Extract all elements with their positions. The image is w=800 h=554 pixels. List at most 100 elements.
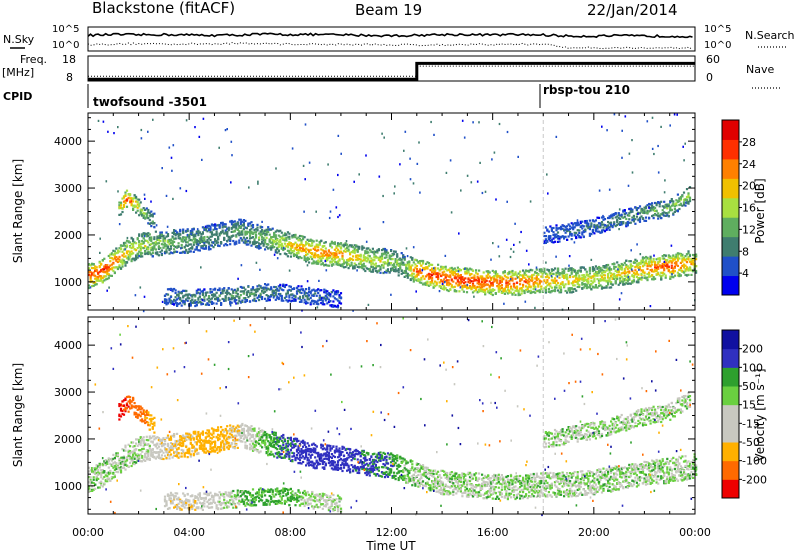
heatmap-cell [265, 243, 268, 246]
heatmap-cell [658, 202, 661, 206]
heatmap-cell [185, 298, 188, 301]
heatmap-cell [596, 274, 599, 277]
heatmap-cell [563, 228, 566, 231]
heatmap-cell [622, 222, 625, 225]
heatmap-cell [544, 272, 547, 275]
colorbar-tick-label: 4 [742, 267, 749, 280]
heatmap-cell [637, 218, 640, 221]
heatmap-cell [318, 255, 321, 258]
heatmap-cell [620, 262, 623, 266]
heatmap-cell [685, 195, 689, 199]
heatmap-cell [109, 479, 112, 482]
heatmap-cell [305, 295, 308, 298]
heatmap-cell [470, 273, 473, 276]
heatmap-cell [223, 299, 226, 302]
heatmap-cell [514, 272, 517, 276]
heatmap-cell [214, 238, 217, 241]
heatmap-cell [201, 289, 204, 292]
heatmap-cell [449, 274, 452, 277]
heatmap-cell [106, 472, 109, 475]
heatmap-cell [458, 268, 461, 271]
heatmap-cell [569, 268, 572, 271]
heatmap-cell [320, 259, 323, 262]
heatmap-cell [687, 252, 690, 255]
heatmap-cell [245, 232, 248, 235]
heatmap-cell [173, 237, 176, 240]
heatmap-cell [174, 229, 177, 232]
heatmap-cell [587, 286, 590, 289]
heatmap-cell [270, 237, 273, 240]
heatmap-speckle [291, 147, 294, 150]
heatmap-cell [221, 221, 224, 224]
heatmap-cell [145, 239, 148, 242]
heatmap-cell [394, 265, 397, 269]
heatmap-cell [203, 239, 206, 242]
heatmap-cell [169, 238, 173, 241]
heatmap-speckle [651, 147, 654, 150]
heatmap-cell [277, 250, 280, 253]
heatmap-cell [447, 275, 450, 278]
heatmap-cell [383, 271, 387, 274]
heatmap-cell [323, 297, 326, 300]
heatmap-cell [157, 254, 160, 257]
heatmap-cell [242, 290, 245, 293]
heatmap-cell [660, 278, 663, 281]
heatmap-cell [189, 301, 192, 304]
heatmap-cell [669, 206, 672, 209]
heatmap-cell [89, 277, 92, 280]
heatmap-cell [277, 297, 280, 301]
heatmap-cell [204, 229, 207, 232]
heatmap-cell [194, 241, 197, 244]
heatmap-cell [394, 250, 397, 253]
heatmap-cell [611, 277, 614, 280]
heatmap-cell [657, 266, 660, 269]
heatmap-cell [640, 260, 643, 264]
heatmap-cell [95, 270, 98, 273]
noise-left-tick-top: 10^5 [52, 24, 79, 35]
heatmap-cell [655, 204, 658, 207]
heatmap-cell [182, 228, 185, 231]
heatmap-cell [112, 262, 115, 265]
heatmap-speckle [340, 152, 342, 155]
heatmap-cell [373, 252, 376, 255]
heatmap-cell [582, 230, 585, 234]
heatmap-cell [151, 255, 154, 258]
heatmap-cell [207, 224, 211, 227]
heatmap-cell [651, 208, 654, 211]
heatmap-cell [414, 275, 417, 278]
heatmap-cell [227, 287, 230, 290]
heatmap-cell [386, 263, 390, 266]
heatmap-cell [163, 298, 167, 301]
heatmap-cell [660, 264, 663, 267]
heatmap-cell [629, 266, 632, 269]
heatmap-cell [528, 280, 531, 283]
heatmap-cell [438, 285, 441, 288]
heatmap-speckle [624, 115, 627, 118]
heatmap-cell [632, 220, 635, 223]
heatmap-cell [185, 238, 188, 241]
heatmap-cell [314, 256, 317, 259]
heatmap-cell [327, 250, 330, 253]
heatmap-cell [292, 287, 296, 290]
heatmap-cell [232, 234, 235, 237]
heatmap-cell [305, 253, 308, 256]
heatmap-cell [475, 279, 478, 282]
heatmap-cell [139, 255, 142, 258]
heatmap-speckle [152, 118, 154, 121]
heatmap-cell [306, 257, 309, 260]
heatmap-cell [673, 207, 676, 210]
heatmap-cell [109, 472, 112, 475]
heatmap-cell [238, 231, 241, 234]
heatmap-cell [215, 230, 218, 233]
heatmap-cell [670, 266, 673, 269]
heatmap-cell [302, 235, 305, 238]
heatmap-cell [174, 250, 177, 253]
heatmap-cell [651, 270, 654, 273]
heatmap-cell [182, 240, 185, 243]
heatmap-cell [245, 291, 248, 294]
heatmap-cell [176, 232, 179, 235]
heatmap-cell [148, 222, 151, 225]
heatmap-cell [543, 271, 546, 274]
heatmap-cell [248, 293, 252, 296]
heatmap-cell [200, 303, 203, 306]
